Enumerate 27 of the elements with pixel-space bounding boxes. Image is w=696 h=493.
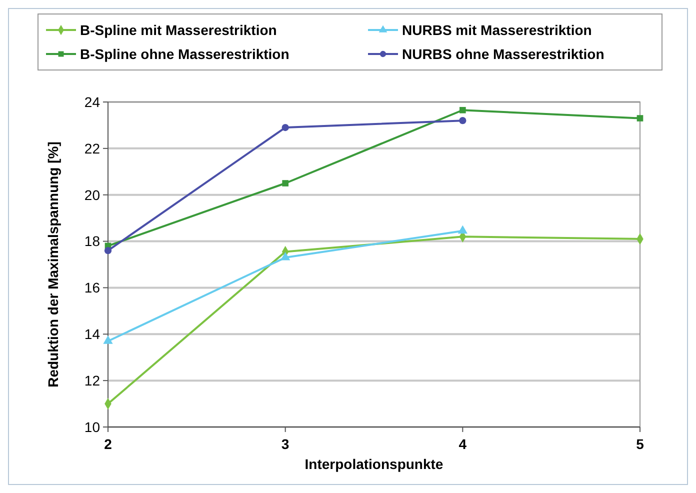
point [280, 252, 290, 260]
y-tick-label: 10 [84, 418, 100, 435]
y-tick-label: 18 [84, 233, 100, 250]
legend-label: NURBS ohne Masserestriktion [402, 46, 604, 62]
point [104, 247, 112, 254]
x-tick-label: 4 [458, 436, 467, 452]
point [282, 124, 289, 132]
x-axis-title: Interpolationspunkte [304, 456, 444, 472]
y-axis-title: Reduktion der Maximalspannung [%] [45, 142, 61, 388]
x-tick-label: 3 [281, 436, 290, 452]
legend-label: B-Spline ohne Masserestriktion [80, 46, 290, 62]
x-tick-label: 5 [636, 436, 644, 452]
y-tick-label: 14 [84, 326, 100, 342]
y-tick-label: 22 [84, 140, 100, 156]
y-tick-label: 12 [84, 372, 100, 388]
y-tick-label: 16 [84, 280, 100, 296]
legend-label: B-Spline mit Masserestriktion [80, 22, 277, 38]
legend-label: NURBS mit Masserestriktion [402, 22, 592, 38]
y-tick-label: 24 [84, 94, 100, 110]
point [459, 117, 466, 124]
x-tick-label: 2 [104, 436, 112, 452]
point [460, 106, 466, 114]
point [103, 336, 113, 344]
point [282, 180, 288, 186]
y-tick-label: 20 [84, 186, 100, 203]
point [458, 225, 468, 234]
point [636, 115, 644, 122]
